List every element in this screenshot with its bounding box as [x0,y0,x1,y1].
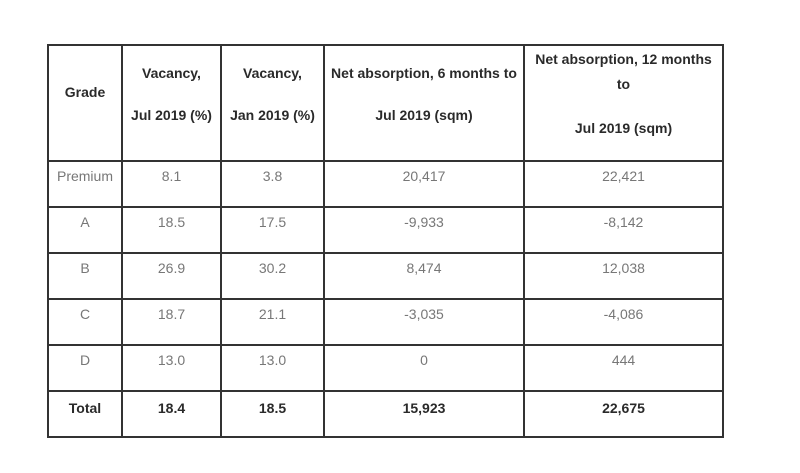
header-grade-label: Grade [64,84,106,100]
cell-vacancy-jan: 13.0 [220,344,325,392]
cell-vacancy-jan: 30.2 [220,252,325,300]
header-vacancy-jul-line1: Vacancy, [142,65,201,81]
cell-net12: 22,421 [523,160,724,208]
cell-net12: 12,038 [523,252,724,300]
header-vacancy-jan-line2: Jan 2019 (%) [230,107,315,123]
total-net6: 15,923 [323,390,525,438]
header-net12-line2: to [616,76,631,92]
table-row: A 18.5 17.5 -9,933 -8,142 [47,206,724,254]
cell-vacancy-jan: 17.5 [220,206,325,254]
cell-net6: -9,933 [323,206,525,254]
cell-net6: -3,035 [323,298,525,346]
table-header: Grade Vacancy, Jul 2019 (%) Vacancy, Jan… [47,44,724,162]
total-vacancy-jan: 18.5 [220,390,325,438]
cell-net12: 444 [523,344,724,392]
table-row: D 13.0 13.0 0 444 [47,344,724,392]
cell-grade: A [47,206,123,254]
header-vacancy-jan: Vacancy, Jan 2019 (%) [220,44,325,162]
header-net12-line3: Jul 2019 (sqm) [574,120,673,136]
table-body: Premium 8.1 3.8 20,417 22,421 A 18.5 17.… [47,160,724,438]
header-vacancy-jul: Vacancy, Jul 2019 (%) [121,44,222,162]
total-net12: 22,675 [523,390,724,438]
total-vacancy-jul: 18.4 [121,390,222,438]
cell-grade: C [47,298,123,346]
cell-vacancy-jan: 21.1 [220,298,325,346]
header-vacancy-jul-line2: Jul 2019 (%) [131,107,212,123]
cell-grade: D [47,344,123,392]
cell-vacancy-jul: 26.9 [121,252,222,300]
table-row: Premium 8.1 3.8 20,417 22,421 [47,160,724,208]
header-net6-line2: Jul 2019 (sqm) [375,107,473,123]
cell-vacancy-jan: 3.8 [220,160,325,208]
cell-vacancy-jul: 18.7 [121,298,222,346]
header-net6-line1: Net absorption, 6 months to [331,65,517,81]
header-row: Grade Vacancy, Jul 2019 (%) Vacancy, Jan… [47,44,724,162]
table-row: B 26.9 30.2 8,474 12,038 [47,252,724,300]
header-net12-line1: Net absorption, 12 months [535,51,712,67]
cell-vacancy-jul: 13.0 [121,344,222,392]
cell-grade: B [47,252,123,300]
cell-net6: 20,417 [323,160,525,208]
cell-net6: 0 [323,344,525,392]
header-grade: Grade [47,44,123,162]
cell-grade: Premium [47,160,123,208]
header-net-absorption-6m: Net absorption, 6 months to Jul 2019 (sq… [323,44,525,162]
total-grade: Total [47,390,123,438]
cell-net6: 8,474 [323,252,525,300]
cell-vacancy-jul: 8.1 [121,160,222,208]
header-vacancy-jan-line1: Vacancy, [243,65,302,81]
vacancy-absorption-table: Grade Vacancy, Jul 2019 (%) Vacancy, Jan… [47,44,724,438]
header-net-absorption-12m: Net absorption, 12 months to Jul 2019 (s… [523,44,724,162]
cell-vacancy-jul: 18.5 [121,206,222,254]
total-row: Total 18.4 18.5 15,923 22,675 [47,390,724,438]
cell-net12: -8,142 [523,206,724,254]
cell-net12: -4,086 [523,298,724,346]
table-row: C 18.7 21.1 -3,035 -4,086 [47,298,724,346]
